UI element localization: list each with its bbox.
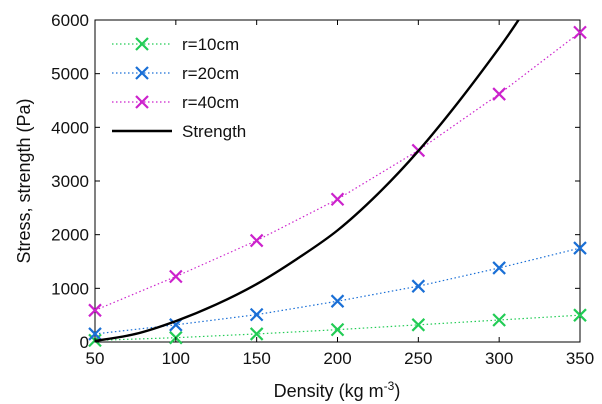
point-marker-r-40cm (169, 269, 183, 284)
x-tick-label: 200 (323, 349, 351, 368)
point-marker-r-40cm-stroke-b (573, 25, 587, 40)
x-axis-label-suffix: ) (394, 381, 400, 401)
point-marker-r-40cm-stroke-b (492, 87, 506, 101)
point-marker-r-40cm (573, 25, 587, 40)
legend-label-r-20cm: r=20cm (182, 64, 239, 83)
y-tick-label: 1000 (51, 279, 89, 298)
point-marker-r-20cm (330, 294, 345, 308)
x-tick-label: 300 (485, 349, 513, 368)
x-tick-label: 50 (86, 349, 105, 368)
y-tick-label: 0 (80, 333, 89, 352)
point-marker-r-20cm (88, 327, 102, 341)
point-marker-r-40cm-stroke-b (330, 192, 345, 207)
y-tick-label: 3000 (51, 172, 89, 191)
x-tick-label: 150 (242, 349, 270, 368)
x-tick-label: 350 (566, 349, 594, 368)
point-marker-r-20cm-stroke-b (330, 294, 345, 308)
point-marker-r-10cm-stroke-b (249, 327, 264, 341)
x-axis-label: Density (kg m-3) (274, 379, 401, 401)
series-line-strength (95, 20, 520, 342)
x-tick-label: 100 (162, 349, 190, 368)
y-tick-label: 4000 (51, 118, 89, 137)
point-marker-r-20cm-stroke-b (411, 279, 426, 293)
point-marker-r-10cm-stroke-b (411, 318, 426, 332)
point-marker-r-10cm (492, 313, 506, 327)
point-marker-r-40cm (88, 303, 102, 318)
point-marker-r-10cm-stroke-b (330, 322, 345, 337)
point-marker-r-40cm-stroke-b (249, 233, 264, 248)
point-marker-r-10cm-stroke-b (492, 313, 506, 327)
point-marker-r-10cm (573, 308, 587, 322)
tick-layer: 50 100 150 200 250 300 350 0 1000 2000 3000 4000 500… (51, 11, 594, 368)
point-marker-r-20cm (411, 279, 426, 293)
point-marker-r-10cm (411, 318, 426, 332)
legend-label-r-10cm: r=10cm (182, 35, 239, 54)
point-marker-r-20cm (573, 241, 587, 255)
point-marker-r-20cm-stroke-b (573, 241, 587, 255)
x-tick-label: 250 (404, 349, 432, 368)
legend-marker-r-20cm (135, 66, 149, 80)
point-marker-r-20cm-stroke-b (88, 327, 102, 341)
point-marker-r-40cm (330, 192, 345, 207)
y-axis-label: Stress, strength (Pa) (14, 98, 34, 263)
y-tick-label: 5000 (51, 65, 89, 84)
y-tick-label: 2000 (51, 226, 89, 245)
point-marker-r-40cm-stroke-b (169, 269, 183, 284)
point-marker-r-20cm-stroke-b (249, 307, 264, 322)
legend-marker-r-10cm (135, 37, 149, 51)
point-marker-r-10cm (249, 327, 264, 341)
plot-area (94, 19, 581, 343)
point-marker-r-40cm (492, 87, 506, 101)
point-marker-r-10cm (330, 322, 345, 337)
legend-marker-r-40cm (135, 95, 149, 109)
legend: r=10cm r=20cm r=40cm Strength (112, 35, 246, 141)
point-marker-r-20cm (249, 307, 264, 322)
point-marker-r-10cm-stroke-b (573, 308, 587, 322)
y-tick-label: 6000 (51, 11, 89, 30)
legend-marker-r-20cm-stroke-b (135, 66, 149, 80)
point-marker-r-20cm (492, 261, 506, 275)
series-layer (88, 20, 587, 348)
point-marker-r-40cm-stroke-b (88, 303, 102, 318)
legend-marker-r-40cm-stroke-b (135, 95, 149, 109)
legend-marker-r-10cm-stroke-b (135, 37, 149, 51)
legend-label-strength: Strength (182, 122, 246, 141)
x-axis-label-superscript: -3 (384, 379, 395, 393)
legend-label-r-40cm: r=40cm (182, 93, 239, 112)
point-marker-r-40cm (249, 233, 264, 248)
point-marker-r-20cm-stroke-b (492, 261, 506, 275)
